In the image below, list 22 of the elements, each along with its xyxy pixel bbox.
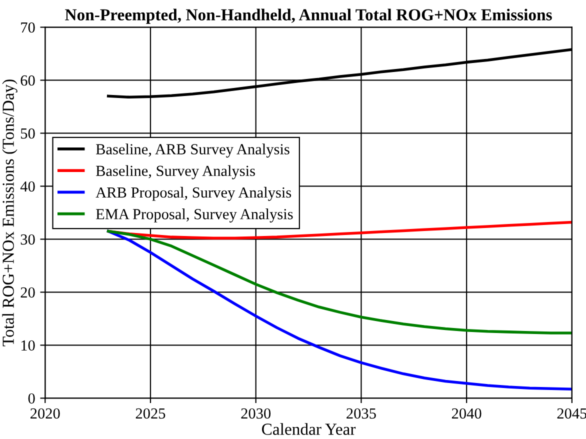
line-series: [106, 230, 572, 334]
x-axis-title: Calendar Year: [262, 423, 356, 435]
x-tick-label: 2035: [346, 408, 376, 419]
legend-label: Baseline, Survey Analysis: [96, 165, 255, 180]
legend-label: Baseline, ARB Survey Analysis: [96, 144, 290, 158]
y-tick-label: 70: [21, 22, 35, 33]
x-tick-label: 2025: [136, 408, 166, 419]
x-tick-label: 2020: [30, 408, 60, 419]
y-tick-label: 0: [28, 393, 35, 404]
legend-label: EMA Proposal, Survey Analysis: [96, 208, 293, 222]
y-tick-label: 20: [20, 287, 35, 298]
x-tick-label: 2030: [241, 408, 271, 419]
y-tick-label: 30: [20, 234, 35, 245]
y-tick-label: 60: [20, 75, 35, 86]
y-tick-label: 40: [20, 181, 35, 192]
chart-title: Non-Preempted, Non-Handheld, Annual Total ROG+NOx Emissions: [65, 8, 552, 24]
line-series: [106, 230, 572, 391]
x-tick-label: 2040: [452, 408, 482, 419]
y-axis-title: Total ROG+NOx Emissions (Tons/Day): [2, 80, 18, 346]
y-tick-label: 10: [21, 340, 35, 351]
legend-label: ARB Proposal, Survey Analysis: [96, 186, 292, 201]
y-tick-label: 50: [21, 128, 35, 139]
